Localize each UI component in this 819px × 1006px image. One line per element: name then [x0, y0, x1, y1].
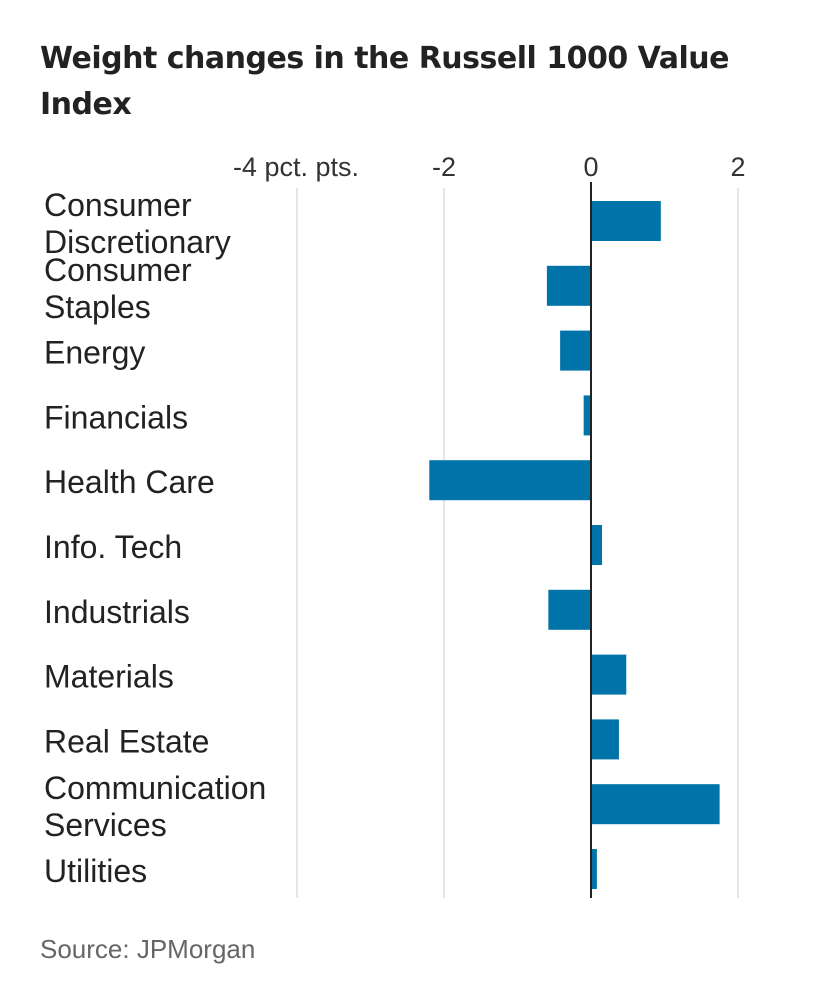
grid-layer: [296, 188, 739, 898]
category-label: Consumer Staples: [44, 252, 192, 325]
category-label: Energy: [44, 335, 145, 371]
category-label: Materials: [44, 659, 174, 695]
bar: [591, 525, 603, 565]
bar: [591, 849, 597, 889]
category-label: Industrials: [44, 594, 190, 630]
bar: [591, 654, 627, 695]
bar: [591, 719, 619, 760]
bar: [548, 589, 591, 630]
bar: [429, 460, 591, 501]
bar: [560, 330, 591, 371]
x-tick-label: -2: [432, 152, 456, 182]
category-label: Utilities: [44, 853, 147, 889]
chart-title: Weight changes in the Russell 1000 Value…: [40, 41, 729, 122]
category-label: Financials: [44, 399, 188, 435]
bar: [591, 784, 720, 825]
category-label: Consumer Discretionary: [44, 187, 231, 260]
x-tick-label: 0: [583, 152, 598, 182]
category-label: Health Care: [44, 464, 215, 500]
x-tick-label: -4 pct. pts.: [233, 152, 359, 182]
bar: [591, 201, 661, 241]
bar: [546, 265, 591, 306]
category-label: Real Estate: [44, 723, 209, 759]
bar: [583, 395, 591, 436]
tick-label-layer: -4 pct. pts. -2 0 2: [233, 152, 746, 182]
bar-layer: [429, 201, 720, 889]
x-tick-label: 2: [730, 152, 745, 182]
category-label: Communication Services: [44, 770, 266, 843]
source-note: Source: JPMorgan: [40, 934, 256, 964]
category-label: Info. Tech: [44, 529, 182, 565]
